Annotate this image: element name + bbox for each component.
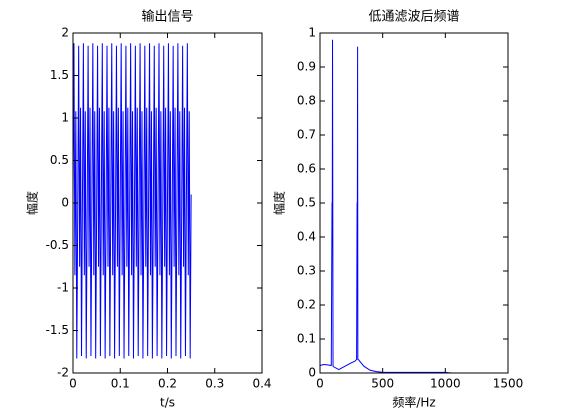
y-axis-label: 幅度 <box>25 191 40 215</box>
x-tick-label: 0.4 <box>252 377 271 391</box>
x-tick-label: 1500 <box>493 377 524 391</box>
x-tick-label: 0 <box>69 377 77 391</box>
y-tick-label: -1 <box>57 281 69 295</box>
chart-title: 输出信号 <box>141 9 193 25</box>
x-axis-label: t/s <box>160 396 175 410</box>
y-tick-label: 0.5 <box>50 153 69 167</box>
y-tick-label: 0 <box>61 196 69 210</box>
y-tick-label: 0.6 <box>297 162 316 176</box>
y-tick-label: 0.2 <box>297 298 316 312</box>
y-tick-label: -0.5 <box>46 238 69 252</box>
y-tick-label: 1.5 <box>50 68 69 82</box>
x-axis-label: 频率/Hz <box>392 395 435 410</box>
data-line <box>72 43 192 359</box>
x-tick-label: 0 <box>316 377 324 391</box>
y-tick-label: -2 <box>57 366 69 380</box>
y-tick-label: 0.8 <box>297 94 316 108</box>
y-tick-label: 0.7 <box>297 128 316 142</box>
y-tick-label: -1.5 <box>46 323 69 337</box>
data-line <box>319 39 452 374</box>
y-tick-label: 1 <box>308 26 316 40</box>
y-tick-label: 0.4 <box>297 230 316 244</box>
y-tick-label: 0.9 <box>297 60 316 74</box>
y-tick-label: 2 <box>61 26 69 40</box>
x-tick-label: 0.2 <box>158 377 177 391</box>
chart-title: 低通滤波后频谱 <box>368 10 459 25</box>
x-tick-label: 500 <box>371 377 394 391</box>
y-tick-label: 0.5 <box>297 196 316 210</box>
y-tick-label: 0.1 <box>297 332 316 346</box>
x-tick-label: 0.1 <box>111 377 130 391</box>
y-tick-label: 0 <box>308 366 316 380</box>
x-tick-label: 1000 <box>430 377 461 391</box>
y-tick-label: 1 <box>61 111 69 125</box>
y-axis-label: 幅度 <box>272 191 287 215</box>
x-tick-label: 0.3 <box>205 377 224 391</box>
axes-box <box>319 32 509 374</box>
y-tick-label: 0.3 <box>297 264 316 278</box>
